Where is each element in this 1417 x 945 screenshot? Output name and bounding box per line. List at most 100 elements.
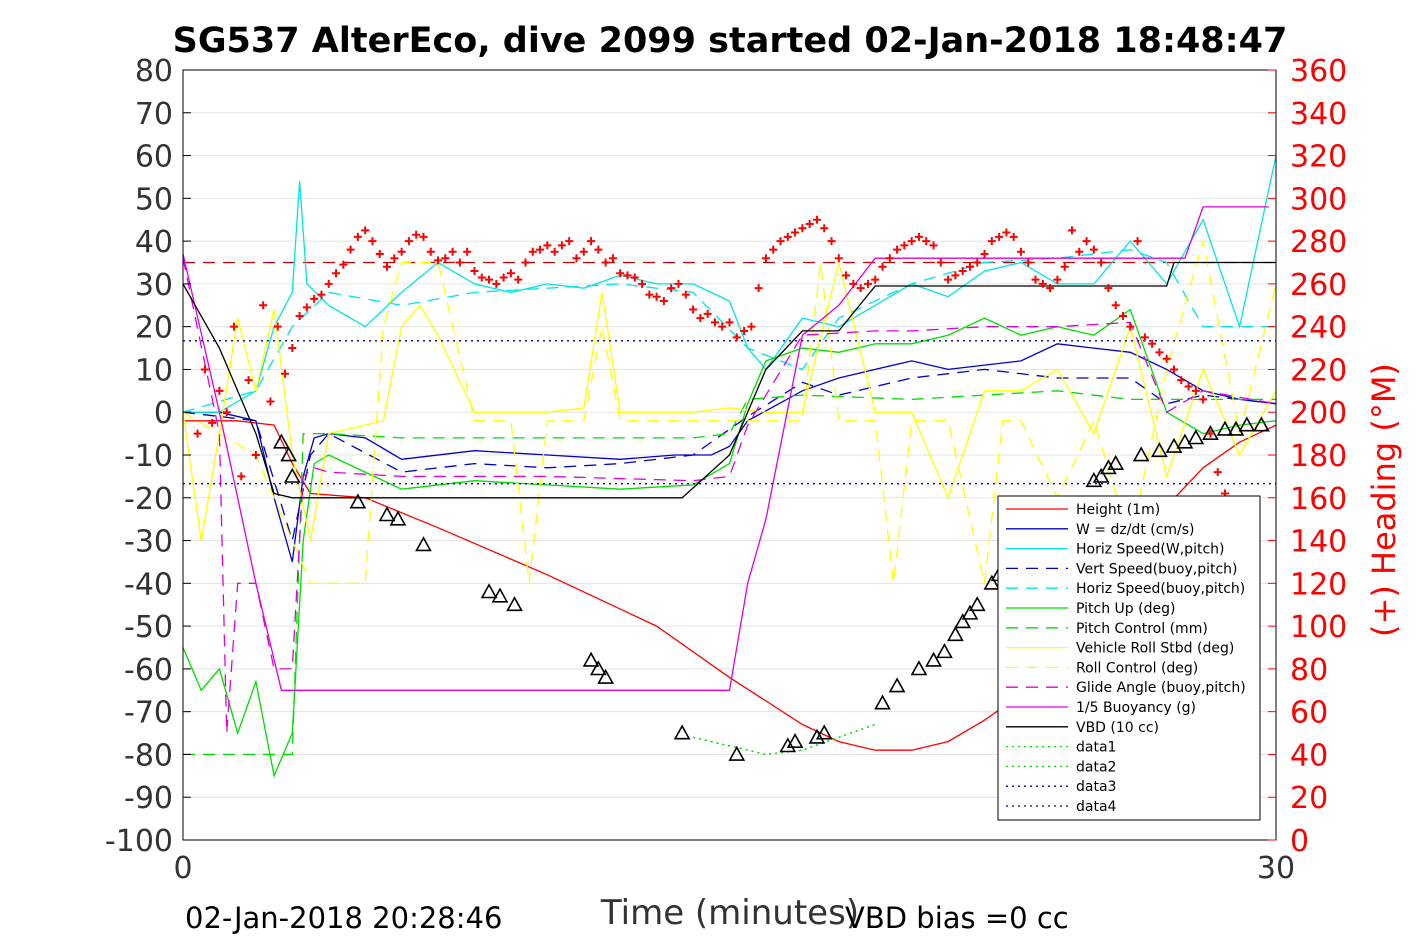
series-line-3 [182, 368, 1277, 541]
triangle-marker [1176, 433, 1194, 449]
heading-point [259, 301, 268, 310]
heading-point [973, 258, 982, 267]
legend-label: Vert Speed(buoy,pitch) [1076, 561, 1238, 577]
footer-timestamp: 02-Jan-2018 20:28:46 [185, 901, 502, 935]
footer-vbd-bias: VBD bias =0 cc [845, 901, 1069, 935]
heading-point [587, 237, 596, 246]
heading-point [863, 279, 872, 288]
x-axis-label: Time (minutes) [600, 893, 859, 933]
heading-point [375, 249, 384, 258]
triangle-marker [1100, 459, 1117, 475]
heading-point [936, 258, 945, 267]
chart-title: SG537 AlterEco, dive 2099 started 02-Jan… [173, 21, 1288, 61]
heading-point [1184, 382, 1193, 391]
heading-point [689, 305, 698, 314]
legend-label: Horiz Speed(W,pitch) [1076, 542, 1224, 558]
heading-point [1031, 275, 1040, 284]
heading-point [470, 267, 479, 276]
heading-point [907, 237, 916, 246]
heading-point [230, 322, 239, 331]
heading-point [710, 318, 719, 327]
triangle-marker [283, 467, 301, 483]
y-tick-label: 10 [135, 353, 173, 388]
heading-point [565, 237, 574, 246]
heading-point [783, 232, 792, 241]
y-tick-label: -80 [124, 738, 173, 773]
heading-point [805, 220, 814, 228]
y-tick-label: 40 [135, 225, 173, 260]
heading-point [1097, 258, 1106, 267]
triangle-marker [786, 732, 804, 749]
heading-point [237, 472, 246, 481]
y-tick-label: -30 [124, 525, 173, 560]
right-y-tick-label: 260 [1290, 268, 1347, 303]
y-tick-label: -40 [124, 567, 173, 602]
heading-point [1067, 226, 1076, 235]
triangle-marker [1165, 437, 1183, 453]
right-y-tick-label: 60 [1290, 696, 1328, 731]
heading-point [740, 326, 749, 335]
triangle-marker [1085, 472, 1103, 488]
heading-point [302, 303, 311, 312]
heading-point [1075, 247, 1084, 256]
heading-point [878, 262, 887, 271]
triangle-marker [1216, 420, 1234, 436]
heading-point [222, 408, 231, 417]
heading-point [579, 247, 588, 256]
series-line-13 [692, 723, 876, 756]
triangle-marker [1227, 420, 1245, 436]
heading-point [885, 254, 894, 263]
triangle-marker [925, 651, 942, 667]
triangle-marker [968, 596, 986, 612]
heading-point [1111, 301, 1120, 310]
triangle-marker [936, 643, 953, 659]
heading-point [485, 275, 494, 284]
triangle-marker [273, 433, 290, 449]
heading-point [965, 262, 974, 271]
heading-point [914, 232, 923, 241]
right-y-tick-label: 180 [1290, 439, 1347, 474]
y-tick-label: -90 [124, 781, 173, 816]
right-y-tick-label: 240 [1290, 311, 1347, 346]
heading-point [754, 284, 763, 293]
heading-point [499, 273, 508, 282]
heading-point [638, 279, 647, 288]
y-tick-label: 30 [135, 268, 173, 303]
heading-point [652, 292, 661, 301]
heading-point [521, 258, 530, 267]
right-y-tick-label: 160 [1290, 482, 1347, 517]
heading-point [477, 273, 486, 282]
heading-point [594, 245, 603, 254]
heading-point [674, 279, 683, 288]
y-tick-label: -10 [124, 439, 173, 474]
legend-label: data3 [1076, 779, 1116, 795]
triangle-marker [1238, 416, 1256, 432]
heading-point [776, 237, 785, 246]
heading-point [288, 344, 297, 353]
heading-point [368, 237, 377, 246]
right-y-tick-label: 200 [1290, 396, 1347, 431]
triangle-marker [983, 574, 1001, 590]
heading-point [1155, 348, 1164, 357]
heading-point [791, 228, 800, 237]
heading-point [616, 269, 625, 278]
heading-point [390, 254, 399, 263]
right-y-tick-label: 80 [1290, 653, 1328, 688]
triangle-marker [506, 596, 523, 612]
right-y-tick-label: 300 [1290, 182, 1347, 217]
heading-point [995, 232, 1004, 241]
x-tick-label: 30 [1257, 851, 1295, 886]
heading-point [761, 254, 770, 263]
right-y-tick-label: 360 [1290, 54, 1347, 89]
triangle-marker [597, 668, 614, 684]
series-line-1 [183, 343, 1277, 563]
triangle-marker [389, 510, 407, 526]
triangle-marker [874, 694, 891, 710]
heading-point [1038, 279, 1047, 288]
triangle-marker [280, 446, 298, 462]
heading-point [834, 254, 843, 263]
legend-label: Pitch Control (mm) [1076, 621, 1208, 637]
heading-point [681, 290, 690, 299]
heading-point [317, 290, 326, 299]
